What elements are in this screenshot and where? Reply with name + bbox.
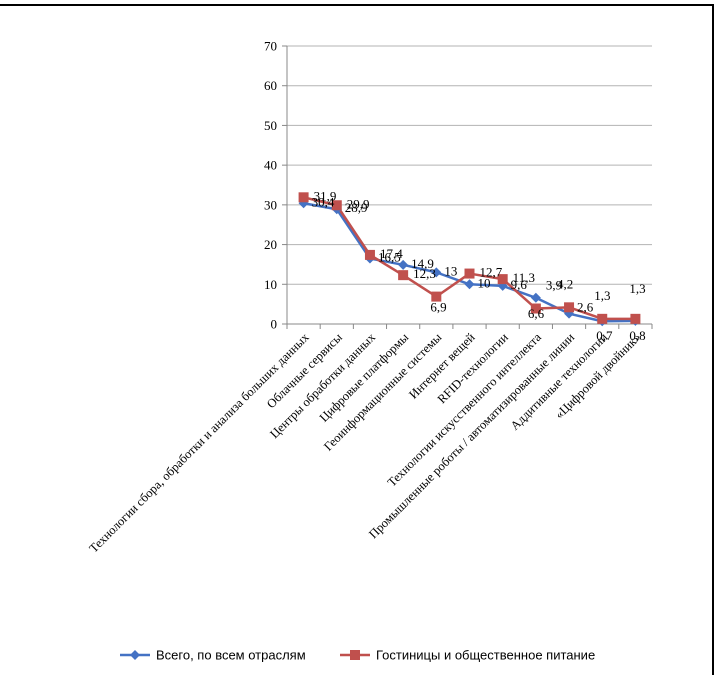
- right-border-line: [712, 4, 714, 675]
- y-tick-label: 20: [264, 237, 277, 252]
- y-tick-label: 30: [264, 197, 277, 212]
- data-label: 12,7: [480, 265, 503, 280]
- series-markers: [298, 192, 641, 327]
- data-label: 31,9: [314, 188, 337, 203]
- y-tick-label: 40: [264, 158, 277, 173]
- axes: [282, 45, 653, 329]
- data-label: 0,7: [596, 328, 613, 343]
- y-tick-labels: 0 10 20 30 40 50 60 70: [264, 39, 277, 332]
- data-point: [464, 279, 475, 290]
- data-label: 30,4: [312, 194, 335, 209]
- data-label: 13: [444, 263, 457, 278]
- data-point: [464, 268, 475, 279]
- data-label: 4,2: [557, 276, 573, 291]
- data-point: [364, 249, 375, 260]
- data-point: [398, 259, 409, 270]
- data-label: 9,6: [511, 277, 528, 292]
- data-label: 6,6: [528, 306, 545, 321]
- top-border-line: [0, 4, 714, 6]
- y-tick-label: 60: [264, 78, 277, 93]
- y-tick-label: 0: [271, 317, 278, 332]
- data-label: 10: [478, 275, 491, 290]
- data-labels: 30,4 28,9 16,5 14,9 13 10 9,66,6 2,60,7 0,8 31,9 2…: [312, 188, 646, 343]
- category-label: Технологии сбора, обработки и анализа бо…: [86, 330, 312, 556]
- data-point: [298, 192, 309, 203]
- legend: Всего, по всем отраслям Гостиницы и общес…: [120, 648, 595, 663]
- data-point: [597, 313, 608, 324]
- data-point: [530, 303, 541, 314]
- data-label: 3,9: [546, 278, 562, 293]
- data-label: 12,3: [413, 266, 436, 281]
- data-label: 6,9: [430, 300, 446, 315]
- data-label: 14,9: [411, 256, 434, 271]
- data-label: 16,5: [378, 249, 401, 264]
- data-label: 17,4: [380, 246, 403, 261]
- y-tick-label: 50: [264, 118, 277, 133]
- data-label: 1,3: [629, 281, 645, 296]
- data-label: 28,9: [345, 200, 368, 215]
- data-point: [630, 313, 641, 324]
- y-tick-label: 70: [264, 39, 277, 54]
- data-point: [398, 270, 409, 281]
- data-label: 29,9: [347, 196, 370, 211]
- data-point: [331, 200, 342, 211]
- data-point: [431, 291, 442, 302]
- legend-marker: [130, 650, 140, 660]
- data-point: [431, 267, 442, 278]
- y-tick-label: 10: [264, 277, 277, 292]
- legend-marker: [350, 650, 360, 660]
- data-point: [497, 274, 508, 285]
- data-label: 11,3: [513, 270, 535, 285]
- data-label: 2,6: [577, 300, 594, 315]
- data-point: [530, 292, 541, 303]
- legend-label: Всего, по всем отраслям: [156, 648, 306, 663]
- data-label: 0,8: [629, 328, 645, 343]
- category-labels: Технологии сбора, обработки и анализа бо…: [86, 330, 643, 556]
- data-label: 1,3: [594, 288, 610, 303]
- gridlines: [287, 45, 652, 285]
- legend-label: Гостиницы и общественное питание: [376, 648, 595, 663]
- data-point: [564, 302, 575, 313]
